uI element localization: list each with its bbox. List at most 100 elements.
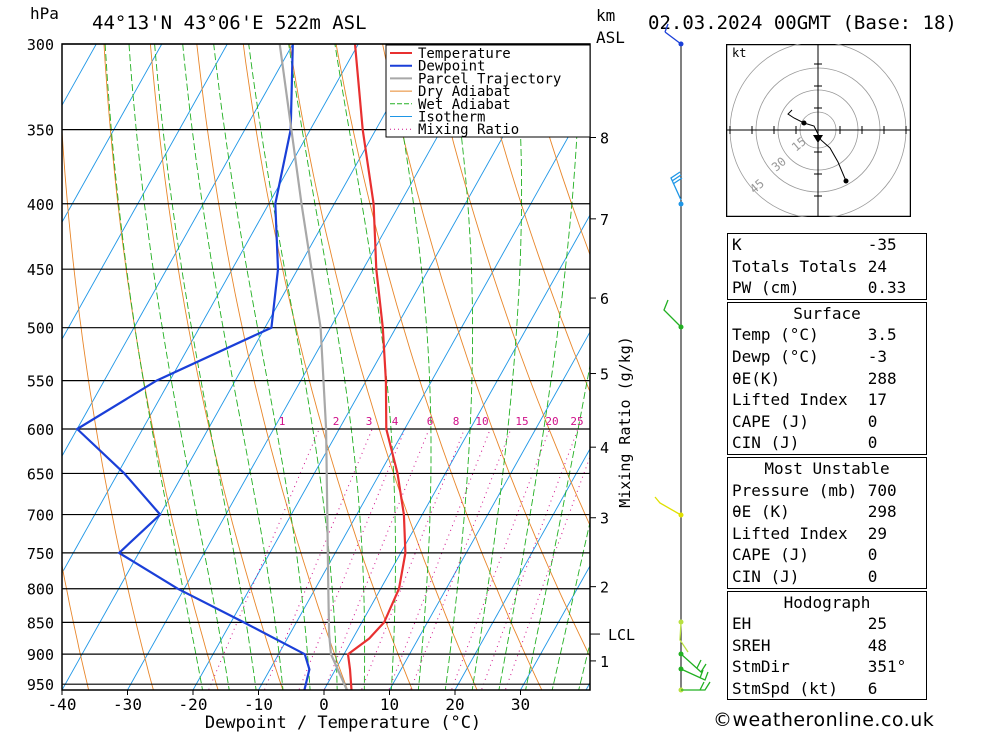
- wet-adiabat-line: [288, 44, 366, 690]
- index-label: Pressure (mb): [732, 480, 858, 500]
- wet-adiabat-line: [578, 641, 590, 690]
- mixing-ratio-line: [504, 455, 590, 690]
- dewpoint-profile: [75, 44, 311, 690]
- mixing-ratio-label: 3: [366, 415, 373, 428]
- index-value: 0: [867, 566, 878, 586]
- index-row: SREH 48: [728, 635, 926, 657]
- index-value: 25: [867, 614, 887, 634]
- pressure-tick-label: 900: [27, 646, 54, 664]
- pressure-tick-label: 400: [27, 196, 54, 214]
- x-axis-label: Dewpoint / Temperature (°C): [205, 713, 481, 733]
- index-row: StmDir 351°: [728, 656, 926, 678]
- dry-adiabat-line: [196, 44, 349, 690]
- hodo-trace: [787, 109, 847, 182]
- temperature-tick-label: -10: [244, 695, 273, 714]
- wet-adiabat-line: [213, 44, 311, 690]
- index-label: K: [732, 235, 742, 254]
- credit-text: ©weatheronline.co.uk: [713, 709, 935, 731]
- index-value: 17: [867, 390, 887, 410]
- wet-adiabat-line: [551, 520, 590, 690]
- dry-adiabat-line: [149, 44, 284, 690]
- dry-adiabat-line: [62, 563, 90, 690]
- index-row: θE(K) 288: [728, 368, 926, 390]
- mixing-ratio-label: 4: [392, 415, 399, 428]
- isotherm-line: [454, 448, 590, 690]
- isotherm-line: [323, 214, 590, 690]
- pressure-tick-label: 800: [27, 581, 54, 599]
- mixing-ratio-line: [480, 428, 579, 690]
- index-value: 298: [867, 502, 897, 522]
- index-row: Dewp (°C) -3: [728, 346, 926, 368]
- temperature-tick-label: -20: [179, 695, 208, 714]
- height-unit-label: km ASL: [596, 6, 625, 47]
- mixing-ratio-line: [263, 428, 373, 690]
- legend-label: Mixing Ratio: [418, 122, 519, 138]
- temperature-tick-label: 0: [319, 695, 329, 714]
- km-tick-label: 5: [600, 366, 609, 384]
- index-label: EH: [732, 614, 752, 634]
- index-label: PW (cm): [732, 278, 800, 298]
- dry-adiabat-line: [0, 6, 29, 713]
- index-label: SREH: [732, 635, 771, 655]
- temperature-tick-label: 10: [380, 695, 399, 714]
- wind-barb: [670, 171, 683, 201]
- index-value: 0: [867, 433, 878, 453]
- isotherm-line: [192, 44, 556, 690]
- index-row: StmSpd (kt) 6: [728, 678, 926, 700]
- mixing-ratio-label: 15: [515, 415, 528, 428]
- indices-top-block: K -35 Totals Totals 24 PW (cm) 0.33: [727, 233, 927, 300]
- mixing-ratio-label: 8: [453, 415, 460, 428]
- index-label: Lifted Index: [732, 523, 848, 543]
- lcl-label: LCL: [608, 626, 635, 644]
- indices-panel: K -35 Totals Totals 24 PW (cm) 0.33 Surface Te…: [727, 233, 927, 702]
- pressure-tick-label: 650: [27, 465, 54, 483]
- isotherm-line: [258, 97, 590, 690]
- index-row: K -35: [728, 234, 926, 256]
- legend-label: Parcel Trajectory: [418, 71, 561, 87]
- index-row: PW (cm) 0.33: [728, 277, 926, 299]
- mixing-ratio-line: [208, 428, 320, 690]
- index-value: 351°: [867, 657, 907, 677]
- mixing-ratio-label: 20: [545, 415, 558, 428]
- index-label: CAPE (J): [732, 545, 810, 565]
- index-value: 3.5: [867, 325, 897, 345]
- pressure-tick-label: 500: [27, 320, 54, 338]
- surface-block: Surface Temp (°C) 3.5 Dewp (°C) -3 θE(K) 288 Li…: [727, 301, 927, 455]
- pressure-tick-label: 950: [27, 676, 54, 694]
- index-label: θE(K): [732, 368, 781, 388]
- pressure-unit-label: hPa: [30, 4, 59, 23]
- index-value: 6: [867, 678, 878, 698]
- index-row: CIN (J) 0: [728, 566, 926, 588]
- mixing-ratio-label: 10: [475, 415, 488, 428]
- index-label: CAPE (J): [732, 411, 810, 431]
- km-tick-label: 1: [600, 653, 609, 671]
- isotherm-line: [62, 44, 359, 574]
- index-row: θE (K) 298: [728, 501, 926, 523]
- wet-adiabat-line: [104, 44, 203, 690]
- legend-box: [385, 44, 591, 138]
- index-row: Pressure (mb) 700: [728, 480, 926, 502]
- index-block-title: Hodograph: [783, 592, 871, 612]
- mixing-ratio-label: 25: [570, 415, 583, 428]
- pressure-tick-label: 300: [27, 36, 54, 54]
- index-label: Dewp (°C): [732, 346, 819, 366]
- temperature-tick-label: 20: [445, 695, 464, 714]
- mixing-ratio-label: 1: [279, 415, 286, 428]
- plot-frame: [61, 43, 591, 691]
- index-label: CIN (J): [732, 566, 800, 586]
- index-value: 48: [867, 635, 887, 655]
- wind-barb: [680, 668, 709, 681]
- wind-barb: [664, 23, 682, 45]
- dry-adiabat-line: [103, 44, 219, 690]
- index-row: Lifted Index 17: [728, 389, 926, 411]
- temperature-tick-label: -30: [113, 695, 142, 714]
- isotherm-line: [62, 44, 425, 690]
- mixing-ratio-label: 2: [333, 415, 340, 428]
- parcel-trajectory: [278, 44, 348, 690]
- wind-barb: [679, 621, 689, 653]
- wind-barb: [681, 681, 711, 691]
- legend-label: Dry Adiabat: [418, 84, 511, 100]
- isotherm-line: [62, 44, 228, 341]
